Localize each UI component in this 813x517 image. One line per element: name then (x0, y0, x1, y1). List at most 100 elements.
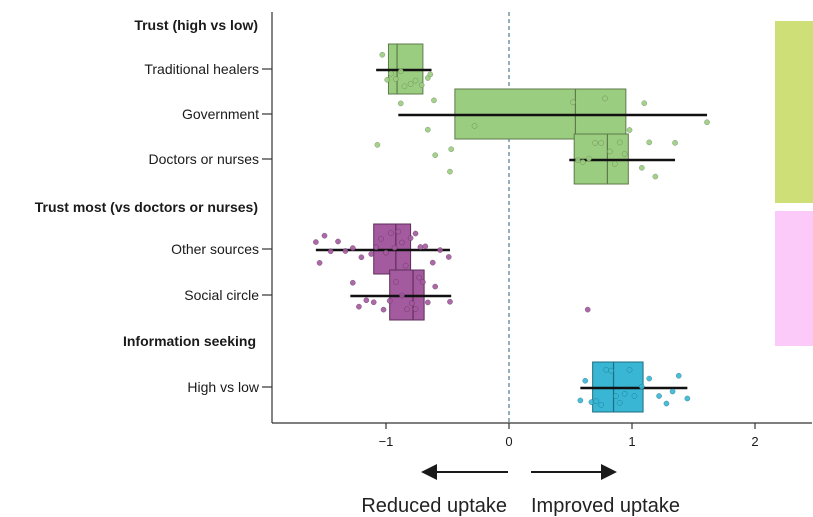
group-label-trust-most: Trust most (vs doctors or nurses) (35, 199, 258, 215)
data-point (404, 306, 410, 313)
data-point (646, 139, 653, 146)
data-point (621, 391, 628, 397)
x-tick-label-2: 1 (628, 434, 635, 449)
data-point (425, 126, 431, 133)
data-point (420, 279, 426, 285)
data-point (399, 239, 405, 246)
data-point (409, 300, 415, 307)
data-point (652, 173, 659, 180)
data-point (575, 157, 581, 163)
data-point (349, 279, 356, 286)
row-1-0: Other sources (171, 223, 452, 275)
data-point (422, 243, 429, 250)
data-point (358, 254, 365, 261)
data-point (448, 146, 454, 152)
data-point (431, 97, 437, 104)
data-point (607, 148, 613, 155)
data-point (592, 140, 598, 146)
data-point (626, 127, 633, 133)
reduced-uptake-label: Reduced uptake (361, 495, 507, 517)
data-point (447, 298, 453, 305)
data-point (631, 393, 638, 399)
data-point (370, 299, 377, 306)
data-point (427, 71, 434, 78)
data-point (570, 99, 576, 106)
data-point (393, 279, 399, 285)
data-point (584, 306, 591, 313)
data-point (598, 402, 605, 408)
data-point (342, 248, 349, 254)
data-point (412, 230, 419, 237)
data-point (437, 247, 443, 253)
data-point (418, 82, 425, 88)
data-point (407, 81, 414, 87)
data-point (577, 397, 584, 404)
row-label: Traditional healers (144, 61, 259, 77)
row-0-2: Doctors or nurses (149, 133, 678, 185)
data-point (388, 230, 394, 236)
data-point (316, 260, 323, 266)
data-point (598, 140, 605, 146)
data-point (373, 244, 379, 251)
x-tick-label-1: 0 (505, 434, 512, 449)
group-bands (775, 21, 813, 346)
data-point (586, 155, 592, 162)
data-point (313, 239, 319, 245)
data-point (363, 297, 370, 304)
data-point (412, 77, 419, 84)
data-point (639, 165, 645, 171)
plot-rows: Traditional healers Government Doctors or … (144, 43, 710, 413)
row-label: Other sources (171, 241, 259, 257)
row-label: High vs low (187, 379, 259, 395)
data-point (407, 235, 414, 241)
data-point (335, 238, 341, 245)
data-point (593, 398, 600, 404)
data-point (393, 76, 399, 82)
data-point (656, 393, 662, 399)
data-point (429, 259, 436, 266)
data-point (580, 159, 586, 165)
data-point (425, 299, 431, 306)
data-point (432, 152, 439, 158)
data-point (391, 244, 398, 251)
x-tick-label-3: 2 (751, 434, 758, 449)
data-point (616, 399, 623, 406)
data-point (704, 119, 710, 126)
data-point (380, 306, 387, 313)
data-point (378, 236, 384, 242)
data-point (401, 83, 408, 90)
data-point (386, 297, 393, 304)
x-axis: −1 0 1 2 (271, 12, 812, 449)
data-point (402, 262, 409, 269)
data-point (621, 151, 628, 157)
data-point (626, 366, 633, 373)
data-point (412, 306, 419, 312)
data-point (669, 388, 676, 395)
row-2-0: High vs low (187, 361, 691, 413)
data-point (608, 367, 614, 374)
data-point (675, 372, 682, 379)
data-point (399, 292, 405, 299)
data-point (582, 377, 589, 384)
group-band-0 (775, 21, 813, 203)
data-point (416, 274, 423, 281)
row-label: Doctors or nurses (149, 151, 259, 167)
data-point (356, 303, 362, 310)
row-0-1: Government (182, 88, 710, 140)
data-point (672, 140, 678, 146)
group-label-trust: Trust (high vs low) (134, 17, 258, 33)
data-point (383, 249, 389, 256)
x-tick-label-0: −1 (379, 434, 394, 449)
data-point (368, 251, 375, 257)
row-0-0: Traditional healers (144, 43, 434, 95)
data-point (447, 168, 453, 175)
data-point (395, 228, 402, 235)
data-point (641, 100, 648, 106)
data-point (471, 123, 478, 129)
data-point (602, 95, 608, 102)
data-point (321, 232, 328, 239)
data-point (684, 395, 691, 402)
data-point (349, 245, 356, 251)
row-label: Government (182, 106, 259, 122)
data-point (603, 367, 609, 373)
